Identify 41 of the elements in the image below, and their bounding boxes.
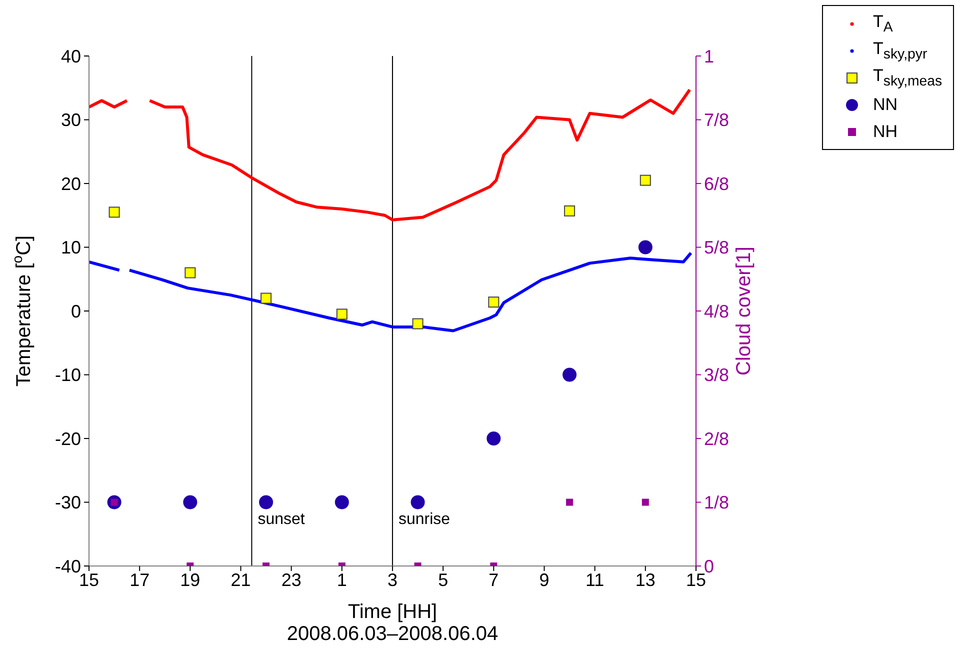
y2-tick-label: 4/8 <box>704 301 730 322</box>
x-tick-label: 1 <box>336 570 347 590</box>
y2-tick-label: 0 <box>704 556 714 576</box>
y-tick-label: -10 <box>54 365 81 386</box>
legend-label: NH <box>873 122 898 142</box>
x-tick-label: 19 <box>180 570 200 590</box>
x-tick-label: 23 <box>281 570 302 590</box>
x-tick-label: 7 <box>488 570 499 590</box>
x-tick-label: 11 <box>585 570 604 590</box>
y-tick-label: -30 <box>54 492 81 513</box>
legend-label: T$_{A}$ <box>873 12 893 36</box>
y2-tick-label: 3/8 <box>704 365 730 386</box>
x-tick-label: 17 <box>130 570 150 590</box>
y-tick-label: 0 <box>70 301 81 322</box>
legend-label: NN <box>873 94 898 114</box>
legend-label: T$_{sky,pyr}$ <box>873 38 928 62</box>
x-tick-label: 15 <box>78 570 100 590</box>
text: 2008.06.03–2008.06.04 <box>286 623 500 646</box>
y-tick-label: 40 <box>60 46 81 66</box>
x-axis-title: Time [HH] <box>348 601 438 623</box>
x-tick-label: 21 <box>230 570 251 590</box>
y2-tick-label: 2/8 <box>704 428 730 449</box>
y-tick-label: 10 <box>60 238 81 258</box>
x-tick-label: 13 <box>635 570 656 590</box>
ref-line-label: sunrise <box>398 511 450 528</box>
y-tick-label: -40 <box>54 556 81 576</box>
y2-axis-title: Cloud cover[1] <box>733 246 755 376</box>
y2-tick-label: 1 <box>704 46 714 66</box>
y2-tick-label: 1/8 <box>704 492 730 513</box>
y2-tick-label: 7/8 <box>704 110 730 130</box>
x-tick-label: 15 <box>686 570 706 590</box>
x-tick-label: 9 <box>539 570 550 590</box>
y2-tick-label: 6/8 <box>704 174 730 194</box>
y2-tick-label: 5/8 <box>704 238 730 258</box>
x-tick-label: 3 <box>387 570 398 590</box>
ref-line-label: sunset <box>258 511 306 528</box>
y-tick-label: 30 <box>60 110 81 130</box>
x-tick-label: 5 <box>438 570 448 590</box>
legend-label: T$_{sky,meas}$ <box>873 66 942 90</box>
y-tick-label: 20 <box>60 174 81 194</box>
y-tick-label: -20 <box>54 428 81 449</box>
